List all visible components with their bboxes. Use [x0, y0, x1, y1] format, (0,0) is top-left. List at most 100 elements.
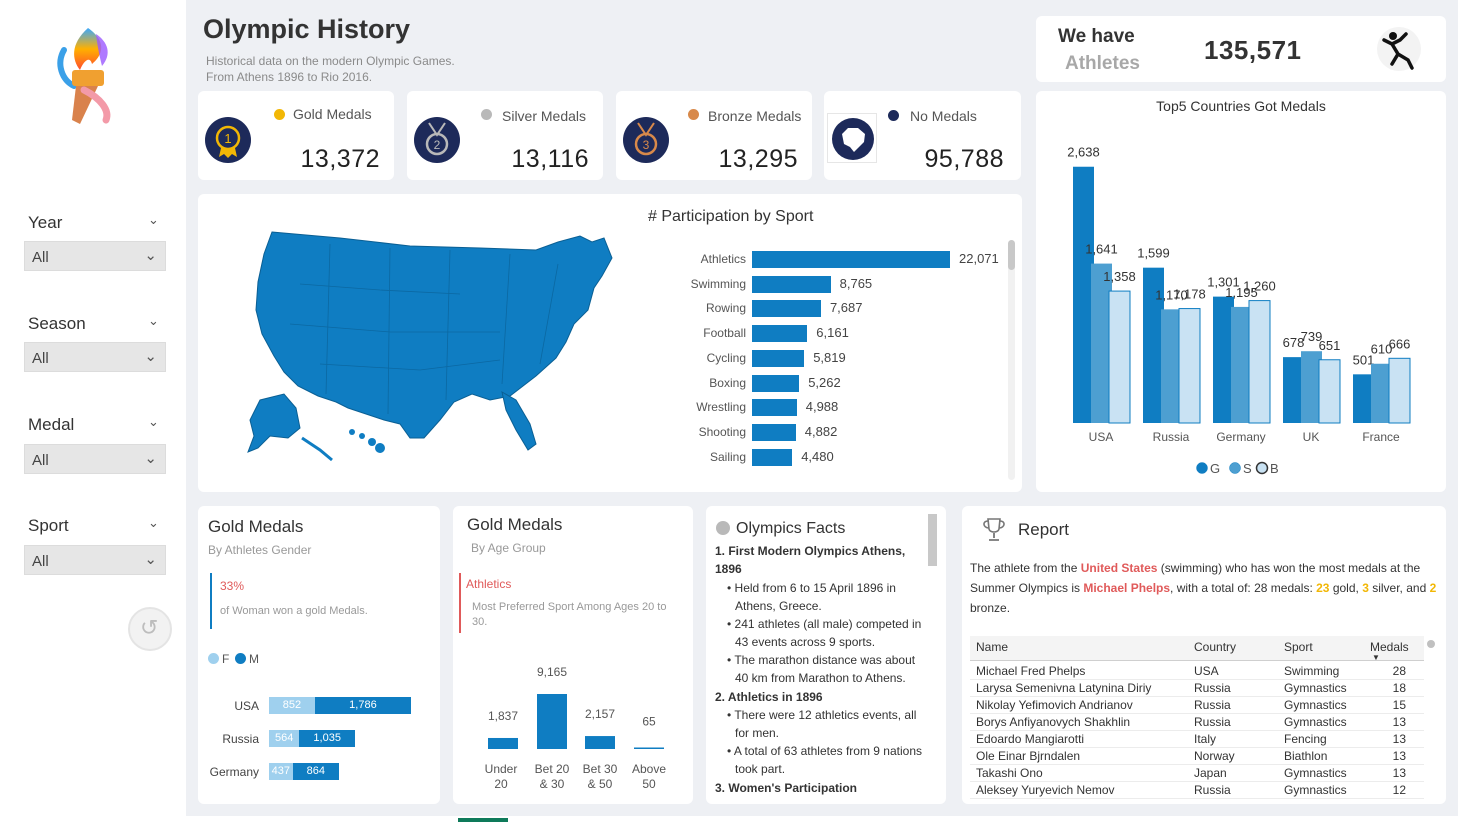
- slicer-year-dropdown[interactable]: All ⌄: [24, 241, 166, 271]
- table-cell: Aleksey Yuryevich Nemov: [976, 783, 1115, 797]
- gender-note: of Woman won a gold Medals.: [220, 605, 368, 617]
- top5-value-label: 666: [1389, 336, 1411, 351]
- table-cell: Fencing: [1284, 732, 1327, 746]
- top5-bar-S[interactable]: [1371, 363, 1392, 423]
- gender-category-label: Russia: [222, 732, 259, 746]
- participation-title: # Participation by Sport: [648, 208, 814, 225]
- top5-bar-S[interactable]: [1301, 351, 1322, 423]
- col-header-sport[interactable]: Sport: [1284, 640, 1313, 654]
- facts-scrollbar[interactable]: [928, 514, 937, 566]
- gender-bar-f: 564: [269, 730, 300, 747]
- col-header-name[interactable]: Name: [976, 640, 1009, 654]
- top5-bar-G[interactable]: [1073, 166, 1094, 423]
- chevron-down-icon[interactable]: ⌄: [148, 313, 159, 328]
- table-row[interactable]: [970, 680, 1424, 697]
- reset-icon: ↺: [140, 615, 159, 640]
- sort-desc-icon[interactable]: ▼: [1372, 653, 1380, 662]
- legend-f-dot-icon: [208, 653, 219, 664]
- table-cell-medals: 15: [1392, 698, 1406, 712]
- sport-value-label: 4,988: [805, 399, 839, 415]
- athletes-line2: Athletes: [1065, 53, 1140, 74]
- table-row[interactable]: [970, 782, 1424, 799]
- slicer-medal-dropdown[interactable]: All ⌄: [24, 444, 166, 474]
- svg-text:1: 1: [224, 131, 231, 146]
- sport-bar: [752, 423, 796, 441]
- slicer-sport-title: Sport: [28, 516, 69, 535]
- age-category-label: Bet 30: [583, 762, 618, 776]
- chevron-down-icon[interactable]: ⌄: [148, 414, 159, 429]
- sport-bar: [752, 325, 808, 343]
- top5-value-label: 610: [1371, 342, 1393, 357]
- slicer-year-value: All: [32, 249, 49, 266]
- slicer-sport-dropdown[interactable]: All ⌄: [24, 545, 166, 575]
- page-tab-active[interactable]: [458, 818, 508, 822]
- table-cell: Gymnastics: [1284, 698, 1347, 712]
- facts-bullet-text: There were 12 athletics events, all for …: [734, 708, 917, 740]
- top5-bar-B[interactable]: [1108, 290, 1131, 424]
- age-category-label: Bet 20: [535, 762, 570, 776]
- report-text-part: (swimming) who has won the most medals a…: [970, 561, 1421, 595]
- reset-filters-button[interactable]: ↺: [128, 607, 172, 651]
- table-row[interactable]: [970, 697, 1424, 714]
- table-cell-medals: 28: [1392, 664, 1406, 678]
- age-bar[interactable]: [634, 747, 664, 750]
- table-cell: Biathlon: [1284, 749, 1328, 763]
- facts-title: Olympics Facts: [736, 520, 846, 537]
- top5-bar-S[interactable]: [1231, 306, 1252, 423]
- table-row[interactable]: [970, 731, 1424, 748]
- top5-category-label: France: [1362, 430, 1400, 444]
- top5-bar-S[interactable]: [1161, 309, 1182, 423]
- top5-title: Top5 Countries Got Medals: [1156, 98, 1326, 114]
- col-header-country[interactable]: Country: [1194, 640, 1237, 654]
- age-note: Most Preferred Sport Among Ages 20 to 30…: [472, 601, 667, 628]
- chevron-down-icon[interactable]: ⌄: [148, 515, 159, 530]
- top5-bar-B[interactable]: [1318, 359, 1341, 424]
- top5-bar-S[interactable]: [1091, 263, 1112, 423]
- top5-category-label: UK: [1303, 430, 1320, 444]
- top5-value-label: 678: [1283, 335, 1305, 350]
- table-cell: Gymnastics: [1284, 783, 1347, 797]
- svg-text:2: 2: [434, 138, 441, 152]
- bronze-medal-icon: 3: [623, 117, 669, 163]
- col-header-medals[interactable]: Medals: [1370, 640, 1409, 654]
- table-cell: Nikolay Yefimovich Andrianov: [976, 698, 1133, 712]
- table-scrollbar[interactable]: [1427, 640, 1435, 648]
- legend-g-dot-icon[interactable]: [1196, 462, 1208, 474]
- age-bar[interactable]: [537, 694, 567, 749]
- table-cell: Russia: [1194, 783, 1231, 797]
- report-gold-count: 23: [1316, 581, 1330, 595]
- table-row[interactable]: [970, 714, 1424, 731]
- top5-value-label: 1,260: [1243, 279, 1276, 294]
- kpi-nomedal-label: No Medals: [910, 108, 977, 124]
- usa-map[interactable]: [240, 224, 620, 464]
- top5-bar-G[interactable]: [1143, 267, 1164, 423]
- sport-label: Cycling: [706, 350, 746, 365]
- age-bar[interactable]: [585, 736, 615, 749]
- page-title: Olympic History: [203, 14, 411, 44]
- top5-bar-G[interactable]: [1283, 357, 1304, 423]
- report-text-part: The athlete from the: [970, 561, 1081, 575]
- top5-bar-B[interactable]: [1178, 308, 1201, 424]
- age-bar[interactable]: [488, 737, 518, 749]
- sport-bar: [752, 251, 950, 268]
- sidebar: Year ⌄ All ⌄ Season ⌄ All ⌄ Medal ⌄ All …: [0, 0, 186, 822]
- table-cell: Ole Einar Bjrndalen: [976, 749, 1081, 763]
- top5-bar-B[interactable]: [1248, 300, 1271, 424]
- top5-bar-G[interactable]: [1213, 296, 1234, 423]
- table-row[interactable]: [970, 663, 1424, 680]
- scrollbar-thumb[interactable]: [1008, 240, 1015, 270]
- participation-scrollbar[interactable]: [1008, 240, 1015, 480]
- top5-bar-B[interactable]: [1388, 357, 1411, 424]
- athlete-running-icon: [1377, 27, 1421, 71]
- legend-b-dot-icon[interactable]: [1255, 461, 1269, 475]
- top5-bar-G[interactable]: [1353, 374, 1374, 423]
- top5-category-label: Russia: [1153, 430, 1190, 444]
- sport-bar: [752, 349, 805, 367]
- chevron-down-icon[interactable]: ⌄: [148, 212, 159, 227]
- gender-card: Gold Medals By Athletes Gender 33% of Wo…: [198, 506, 440, 804]
- slicer-season-dropdown[interactable]: All ⌄: [24, 342, 166, 372]
- legend-s-dot-icon[interactable]: [1229, 462, 1241, 474]
- table-row[interactable]: [970, 765, 1424, 782]
- age-category-label: & 50: [588, 777, 613, 791]
- table-row[interactable]: [970, 748, 1424, 765]
